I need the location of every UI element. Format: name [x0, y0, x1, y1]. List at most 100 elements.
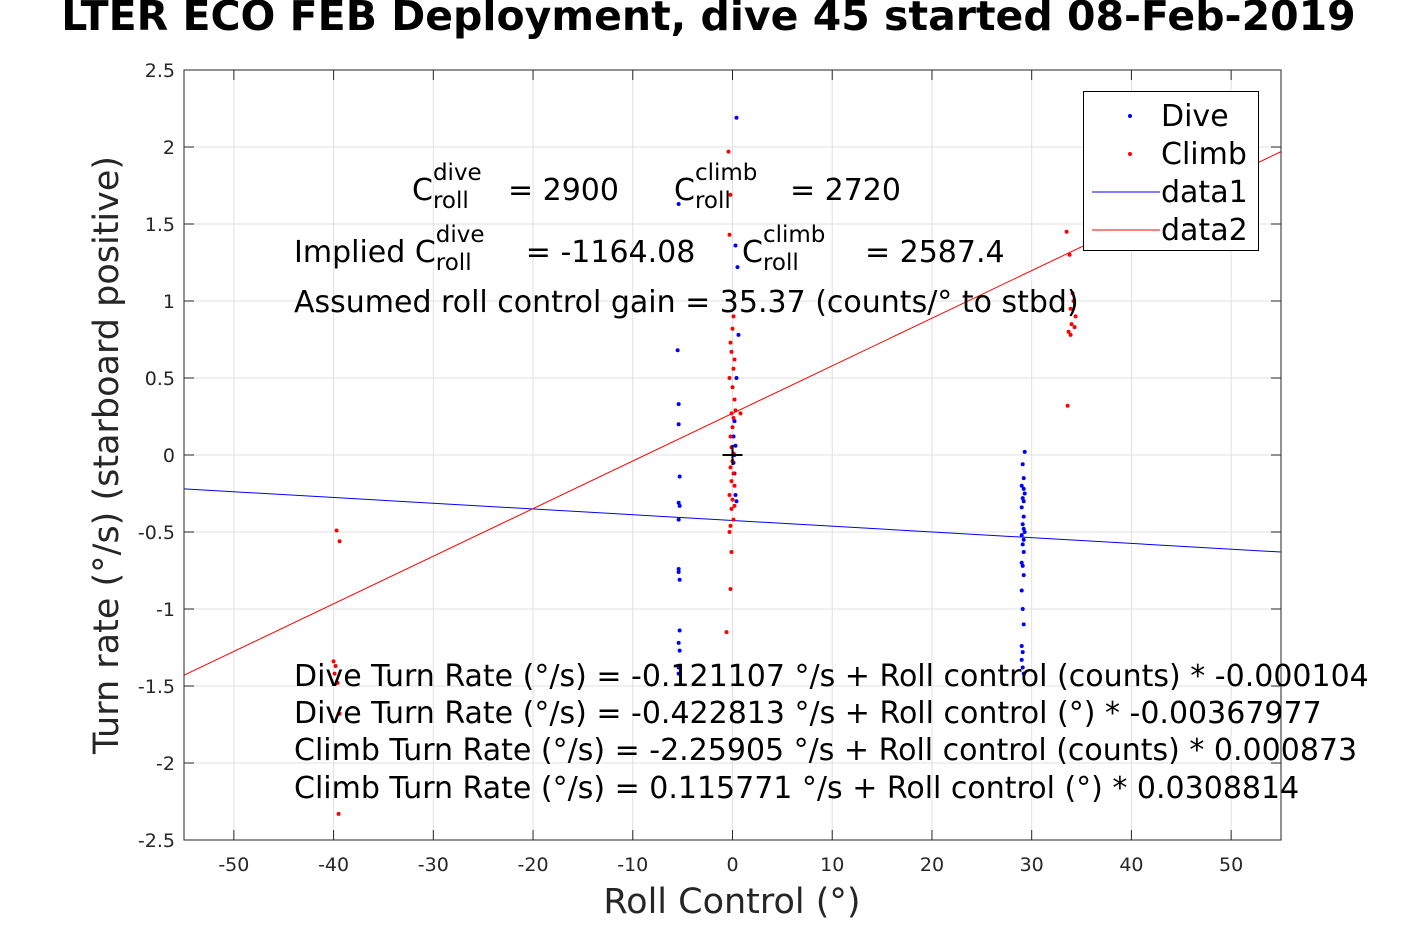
point-dive: [1021, 671, 1026, 676]
point-climb: [738, 411, 743, 416]
x-tick-label: 20: [920, 854, 944, 876]
point-dive: [677, 577, 682, 582]
point-dive: [1022, 491, 1027, 496]
y-tick-label: 1: [163, 291, 175, 313]
point-climb: [334, 528, 339, 533]
point-climb: [728, 586, 733, 591]
point-climb: [1070, 291, 1075, 296]
y-tick-label: -1: [156, 599, 175, 621]
point-climb: [729, 411, 734, 416]
legend-item-climb: Climb: [1084, 133, 1260, 172]
point-dive: [677, 628, 682, 633]
point-dive: [1020, 462, 1025, 467]
x-tick-labels: -50 -40 -30 -20 -10 0 10 20 30 40 50: [218, 854, 1243, 876]
point-climb: [731, 314, 736, 319]
point-climb: [732, 357, 737, 362]
legend-line-red: [1092, 229, 1160, 231]
point-dive: [676, 201, 681, 206]
point-climb: [732, 503, 737, 508]
point-dive: [1021, 622, 1026, 627]
point-dive: [675, 348, 680, 353]
point-climb: [332, 671, 337, 676]
point-climb: [1065, 403, 1070, 408]
axis-ticks: [184, 69, 1281, 841]
point-dive: [677, 474, 682, 479]
chart-title: LTER ECO FEB Deployment, dive 45 started…: [61, 0, 1356, 40]
legend-line-blue: [1092, 191, 1160, 193]
point-climb: [1068, 306, 1073, 311]
point-climb: [1073, 314, 1078, 319]
point-dive: [734, 499, 739, 504]
point-dive: [736, 332, 741, 337]
point-dive: [676, 402, 681, 407]
origin-crosshair: [722, 445, 743, 465]
fit-climb-counts: Climb Turn Rate (°/s) = -2.25905 °/s + R…: [294, 733, 1358, 768]
point-climb: [331, 659, 336, 664]
x-tick-label: -50: [218, 854, 249, 876]
point-dive: [1022, 530, 1027, 534]
point-dive: [1020, 650, 1025, 655]
point-dive: [676, 566, 681, 571]
y-tick-label: -2.5: [138, 830, 175, 852]
point-climb: [1072, 325, 1077, 330]
point-climb: [729, 506, 734, 511]
point-climb: [728, 192, 733, 197]
y-tick-label: -2: [156, 753, 175, 775]
point-dive: [676, 517, 681, 522]
y-tick-label: 0: [163, 445, 175, 467]
x-tick-label: 30: [1020, 854, 1044, 876]
point-climb: [1071, 299, 1076, 303]
point-dive: [735, 265, 740, 270]
point-climb: [1067, 252, 1072, 257]
x-tick-label: -30: [418, 854, 449, 876]
x-tick-label: 0: [726, 854, 738, 876]
x-tick-label: 50: [1219, 854, 1243, 876]
point-climb: [730, 425, 735, 430]
point-dive: [677, 503, 682, 508]
x-tick-label: -40: [318, 854, 349, 876]
point-dive: [1021, 537, 1026, 542]
gain-annotation: Assumed roll control gain = 35.37 (count…: [294, 285, 1079, 320]
point-dive: [1019, 505, 1024, 510]
point-dive: [1021, 499, 1026, 504]
point-dive: [1019, 588, 1024, 593]
point-dive: [1022, 449, 1027, 454]
point-climb: [727, 232, 732, 237]
y-tick-labels: -2.5 -2 -1.5 -1 -0.5 0 0.5 1 1.5 2 2.5: [138, 60, 175, 852]
point-dive: [1019, 483, 1024, 488]
y-tick-label: 0.5: [145, 368, 175, 390]
scatter-points: [331, 115, 1078, 816]
point-climb: [1064, 229, 1069, 234]
x-tick-label: -20: [518, 854, 549, 876]
point-dive: [1021, 526, 1026, 531]
point-dive: [1019, 533, 1024, 538]
legend-item-data2: data2: [1084, 209, 1260, 248]
point-dive: [1019, 657, 1024, 662]
point-dive: [676, 671, 681, 676]
point-climb: [732, 483, 737, 488]
point-climb: [731, 517, 736, 522]
point-dive: [676, 422, 681, 427]
point-dive: [734, 376, 739, 380]
legend-dot-blue: [1128, 114, 1132, 118]
point-climb: [727, 493, 732, 498]
point-climb: [728, 465, 733, 470]
point-climb: [728, 340, 733, 345]
point-dive: [733, 493, 738, 498]
point-climb: [729, 349, 734, 354]
x-axis-label: Roll Control (°): [603, 882, 860, 922]
x-tick-label: 10: [820, 854, 844, 876]
legend-item-dive: Dive: [1084, 95, 1260, 134]
point-climb: [730, 497, 735, 502]
point-dive: [1019, 560, 1024, 565]
legend-label-data1: data1: [1161, 175, 1248, 210]
point-dive: [733, 443, 738, 448]
point-dive: [1020, 563, 1025, 568]
legend-label-climb: Climb: [1161, 137, 1247, 172]
point-dive: [677, 648, 682, 653]
point-climb: [336, 811, 341, 816]
